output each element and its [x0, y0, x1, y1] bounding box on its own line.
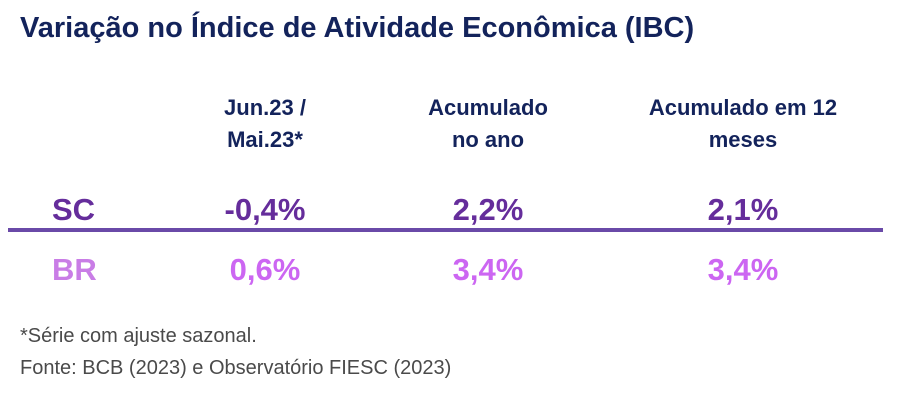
column-header-line: Acumulado em 12 [648, 95, 838, 120]
column-header-line: meses [708, 127, 778, 152]
footnote: *Série com ajuste sazonal. [20, 325, 257, 347]
column-header-line: Mai.23* [227, 127, 303, 152]
column-header-jun-mai: Jun.23 / Mai.23* [155, 92, 375, 156]
cell-sc-acumulado-ano: 2,2% [452, 192, 524, 227]
row-label-br: BR [52, 252, 97, 287]
column-header-line: no ano [451, 127, 525, 152]
column-header-line: Acumulado [428, 95, 548, 120]
column-header-line: Jun.23 / [224, 95, 306, 120]
column-header-acumulado-12-meses: Acumulado em 12 meses [628, 92, 858, 156]
row-label-sc: SC [52, 192, 96, 227]
cell-br-jun-mai: 0,6% [229, 252, 301, 287]
cell-br-acumulado-ano: 3,4% [452, 252, 524, 287]
row-divider [8, 228, 883, 232]
cell-br-acumulado-12-meses: 3,4% [707, 252, 779, 287]
cell-sc-jun-mai: -0,4% [224, 192, 306, 227]
cell-sc-acumulado-12-meses: 2,1% [707, 192, 779, 227]
source-note: Fonte: BCB (2023) e Observatório FIESC (… [20, 357, 452, 379]
chart-title: Variação no Índice de Atividade Econômic… [20, 12, 695, 44]
column-header-acumulado-ano: Acumulado no ano [378, 92, 598, 156]
